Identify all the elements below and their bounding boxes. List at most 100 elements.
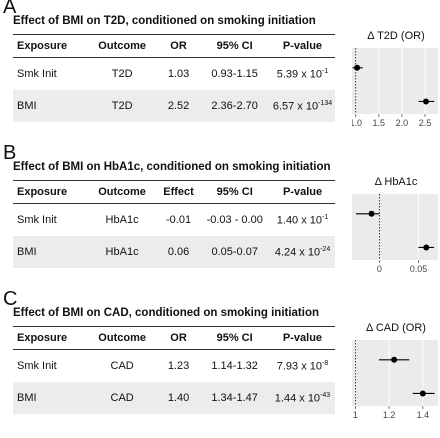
x-tick-label: 2.0: [396, 118, 409, 128]
ci-cell: -0.03 - 0.00: [206, 214, 263, 226]
p-value-base: 1.44 x 10: [274, 392, 321, 405]
table-row: BMI HbA1c 0.06 0.05-0.07 4.24 x 10-24: [13, 236, 335, 268]
estimate-cell: 1.03: [167, 68, 190, 80]
ci-cell: 1.14-1.32: [211, 360, 258, 372]
forest-plot-title: Δ CAD (OR): [366, 322, 426, 334]
x-tick-label: 0: [377, 264, 382, 274]
panel-a: A Effect of BMI on T2D, conditioned on sm…: [0, 0, 440, 146]
results-table: Exposure Outcome OR 95% CI P-value Smk Init CA…: [13, 326, 335, 414]
column-header: Outcome: [86, 180, 158, 204]
column-header: P-value: [269, 34, 335, 58]
results-table: Exposure Outcome Effect 95% CI P-value Smk In…: [13, 180, 335, 268]
x-tick-label: 1: [353, 410, 358, 420]
p-value-base: 5.39 x 10: [276, 68, 322, 81]
p-value-exponent: -8: [322, 359, 329, 367]
column-header: Outcome: [86, 34, 158, 58]
outcome-cell: T2D: [86, 90, 158, 122]
outcome-cell: HbA1c: [86, 236, 158, 268]
column-header: Exposure: [13, 326, 87, 350]
table-row: BMI T2D 2.52 2.36-2.70 6.57 x 10-134: [13, 90, 335, 122]
outcome-cell: CAD: [86, 382, 158, 414]
estimate-cell: 1.23: [167, 360, 190, 372]
forest-plot: 0 0.05: [352, 194, 438, 274]
p-value-base: 6.57 x 10: [272, 100, 319, 113]
table-header-row: Exposure Outcome OR 95% CI P-value: [13, 34, 335, 58]
estimate-cell: -0.01: [166, 214, 192, 226]
column-header: P-value: [270, 180, 335, 204]
exposure-cell: Smk Init: [17, 68, 57, 80]
exposure-cell: BMI: [13, 90, 87, 122]
x-tick-label: 1.0: [352, 118, 362, 128]
column-header: Effect: [157, 180, 200, 204]
x-tick-label: 1.4: [417, 410, 430, 420]
p-value-cell: 5.39 x 10-1: [270, 58, 335, 91]
estimate-smk-init: [378, 356, 410, 363]
column-header: Exposure: [13, 180, 87, 204]
forest-plot-title: Δ HbA1c: [374, 176, 418, 188]
point-estimate: [423, 244, 430, 251]
plot-background: [352, 340, 438, 406]
estimate-smk-init: [355, 210, 380, 217]
point-estimate: [368, 210, 375, 217]
plot-background: [352, 194, 438, 260]
table-row: BMI CAD 1.40 1.34-1.47 1.44 x 10-43: [13, 382, 335, 414]
point-estimate: [354, 64, 361, 71]
panel-title: Effect of BMI on CAD, conditioned on smo…: [13, 307, 320, 319]
p-value-base: 4.24 x 10: [274, 246, 321, 259]
x-tick-label: 1.5: [373, 118, 386, 128]
outcome-cell: HbA1c: [105, 214, 139, 226]
exposure-cell: BMI: [13, 382, 87, 414]
p-value-exponent: -43: [320, 391, 331, 399]
x-tick-label: 0.05: [410, 264, 428, 274]
forest-plot-title: Δ T2D (OR): [367, 30, 425, 42]
panel-letter: C: [3, 288, 18, 310]
column-header: 95% CI: [199, 180, 271, 204]
column-header: OR: [157, 326, 200, 350]
estimate-cell: 0.06: [157, 236, 200, 268]
estimate-cell: 2.52: [157, 90, 200, 122]
panel-letter: B: [3, 142, 17, 164]
p-value-exponent: -1: [322, 213, 329, 221]
p-value-base: 7.93 x 10: [276, 360, 322, 373]
table-header-row: Exposure Outcome OR 95% CI P-value: [13, 326, 335, 350]
outcome-cell: CAD: [110, 360, 134, 372]
ci-cell: 0.93-1.15: [211, 68, 258, 80]
column-header: OR: [157, 34, 200, 58]
p-value-exponent: -1: [322, 67, 329, 75]
p-value-exponent: -24: [320, 245, 331, 253]
column-header: P-value: [269, 326, 335, 350]
estimate-bmi: [412, 390, 435, 397]
panel-letter: A: [3, 0, 17, 18]
ci-cell: 1.34-1.47: [199, 382, 270, 414]
estimate-smk-init: [352, 64, 363, 71]
table-row: Smk Init CAD 1.23 1.14-1.32 7.93 x 10-8: [13, 350, 335, 383]
p-value-cell: 1.44 x 10-43: [269, 382, 335, 414]
column-header: 95% CI: [199, 326, 270, 350]
column-header: Exposure: [13, 34, 87, 58]
panel-title: Effect of BMI on HbA1c, conditioned on s…: [13, 161, 331, 173]
p-value-base: 1.40 x 10: [276, 214, 323, 227]
point-estimate: [422, 98, 429, 105]
p-value-cell: 1.40 x 10-1: [270, 204, 335, 237]
exposure-cell: BMI: [13, 236, 87, 268]
p-value-exponent: -134: [318, 99, 333, 107]
forest-plot: 1.0 1.5 2.0 2.5: [352, 48, 438, 128]
panel-c: C Effect of BMI on CAD, conditioned on sm…: [0, 288, 440, 438]
results-table: Exposure Outcome OR 95% CI P-value Smk Init T2…: [13, 34, 335, 122]
estimate-bmi: [418, 244, 435, 251]
panel-b: B Effect of BMI on HbA1c, conditioned on …: [0, 142, 440, 292]
ci-cell: 2.36-2.70: [199, 90, 270, 122]
column-header: 95% CI: [199, 34, 270, 58]
outcome-cell: T2D: [111, 68, 133, 80]
x-tick-label: 1.2: [383, 410, 396, 420]
point-estimate: [391, 356, 398, 363]
p-value-cell: 6.57 x 10-134: [269, 90, 335, 122]
panel-title: Effect of BMI on T2D, conditioned on smo…: [13, 15, 316, 27]
column-header: Outcome: [86, 326, 158, 350]
table-row: Smk Init T2D 1.03 0.93-1.15 5.39 x 10-1: [13, 58, 335, 91]
estimate-bmi: [418, 98, 435, 105]
x-tick-label: 2.5: [419, 118, 432, 128]
p-value-cell: 4.24 x 10-24: [270, 236, 335, 268]
exposure-cell: Smk Init: [17, 360, 57, 372]
table-header-row: Exposure Outcome Effect 95% CI P-value: [13, 180, 335, 204]
